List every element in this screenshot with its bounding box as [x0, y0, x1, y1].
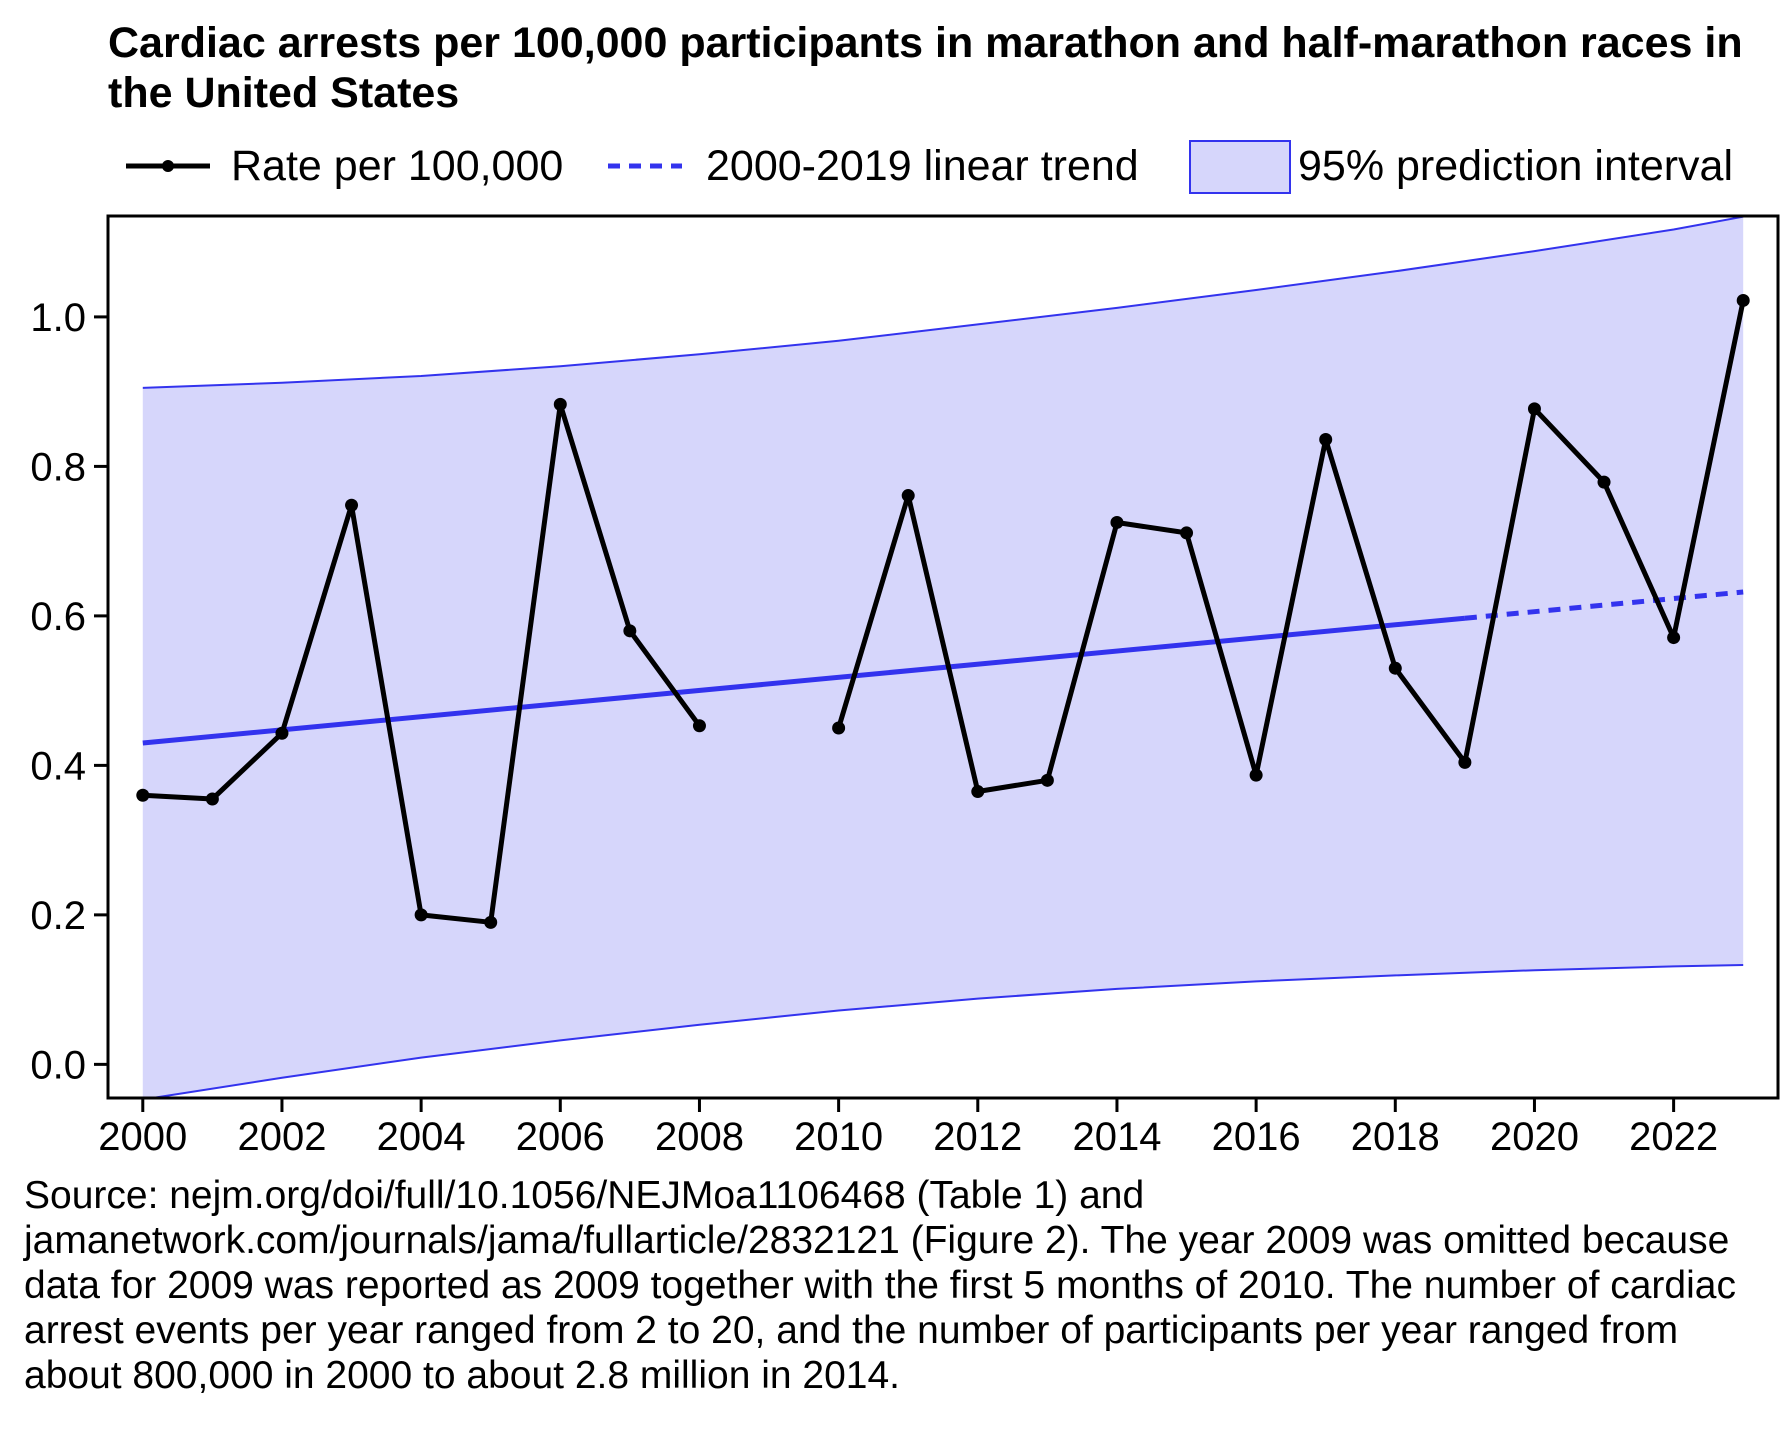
x-tick-label: 2012: [933, 1115, 1022, 1159]
data-point-2011: [901, 489, 915, 503]
data-point-2012: [971, 785, 985, 799]
prediction-interval-band: [142, 216, 1744, 1098]
x-tick-label: 2020: [1490, 1115, 1579, 1159]
data-point-2000: [136, 788, 150, 802]
data-point-2021: [1597, 475, 1611, 489]
data-point-2020: [1527, 402, 1541, 416]
legend-key-interval: [1189, 140, 1291, 194]
y-tick-label: 1.0: [30, 296, 86, 340]
legend-label-interval: 95% prediction interval: [1298, 142, 1734, 190]
prediction-interval-lower: [145, 964, 1744, 1098]
legend-label-rate: Rate per 100,000: [231, 142, 564, 190]
data-point-2022: [1667, 631, 1681, 645]
data-point-2018: [1388, 661, 1402, 675]
data-point-2005: [484, 915, 498, 929]
data-point-2008: [692, 719, 706, 733]
data-point-2001: [205, 792, 219, 806]
data-point-2017: [1319, 432, 1333, 446]
y-tick-label: 0.4: [30, 744, 86, 788]
chart-area: 0.0 0.2 0.4 0.6 0.8 1.0 2000 2002 2004 2006 2008 20…: [30, 214, 1780, 1159]
y-tick-label: 0.6: [30, 595, 86, 639]
data-point-2004: [414, 908, 428, 922]
x-tick-label: 2014: [1072, 1115, 1161, 1159]
data-point-2013: [1040, 773, 1054, 787]
prediction-interval-upper: [142, 216, 1744, 389]
source-note: Source: nejm.org/doi/full/10.1056/NEJMoa…: [24, 1174, 1736, 1397]
x-tick-label: 2022: [1629, 1115, 1718, 1159]
plot-frame: [106, 214, 1780, 1100]
x-tick-label: 2004: [377, 1115, 466, 1159]
data-point-2019: [1458, 755, 1472, 769]
y-tick-label: 0.2: [30, 894, 86, 938]
chart-title: Cardiac arrests per 100,000 participants…: [108, 19, 1743, 117]
data-point-2003: [345, 498, 359, 512]
x-tick-label: 2006: [516, 1115, 605, 1159]
legend-key-rate-marker: [162, 160, 174, 172]
trend-line-projection: [1464, 589, 1744, 621]
x-tick-label: 2018: [1351, 1115, 1440, 1159]
legend-label-trend: 2000-2019 linear trend: [706, 142, 1139, 190]
series-line-segment-2: [836, 299, 1746, 794]
data-point-2016: [1249, 768, 1263, 782]
legend: Rate per 100,000 2000-2019 linear trend …: [126, 138, 1786, 194]
legend-keys: [126, 140, 1291, 194]
data-point-2015: [1180, 526, 1194, 540]
data-point-2006: [553, 397, 567, 411]
data-point-2023: [1736, 293, 1750, 307]
y-tick-label: 0.8: [30, 445, 86, 489]
y-tick-label: 0.0: [30, 1043, 86, 1087]
x-tick-label: 2008: [655, 1115, 744, 1159]
x-tick-label: 2000: [98, 1115, 187, 1159]
data-point-2007: [623, 624, 637, 638]
x-tick-label: 2016: [1212, 1115, 1301, 1159]
x-tick-label: 2010: [794, 1115, 883, 1159]
x-tick-label: 2002: [237, 1115, 326, 1159]
data-point-2002: [275, 726, 289, 740]
data-point-2014: [1110, 515, 1124, 529]
data-point-2010: [832, 721, 846, 735]
trend-line-solid: [142, 615, 1466, 746]
